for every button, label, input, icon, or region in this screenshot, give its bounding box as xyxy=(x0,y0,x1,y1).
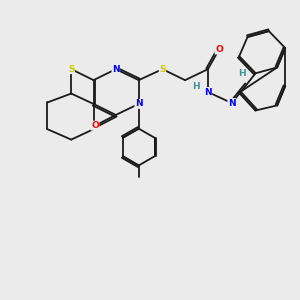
Text: N: N xyxy=(135,99,142,108)
Text: O: O xyxy=(91,121,99,130)
Text: S: S xyxy=(159,65,166,74)
Text: N: N xyxy=(112,65,120,74)
Text: N: N xyxy=(228,98,236,107)
Text: O: O xyxy=(215,45,223,54)
Text: H: H xyxy=(192,82,199,91)
Text: S: S xyxy=(68,65,74,74)
Text: H: H xyxy=(238,69,246,78)
Text: N: N xyxy=(204,88,212,97)
